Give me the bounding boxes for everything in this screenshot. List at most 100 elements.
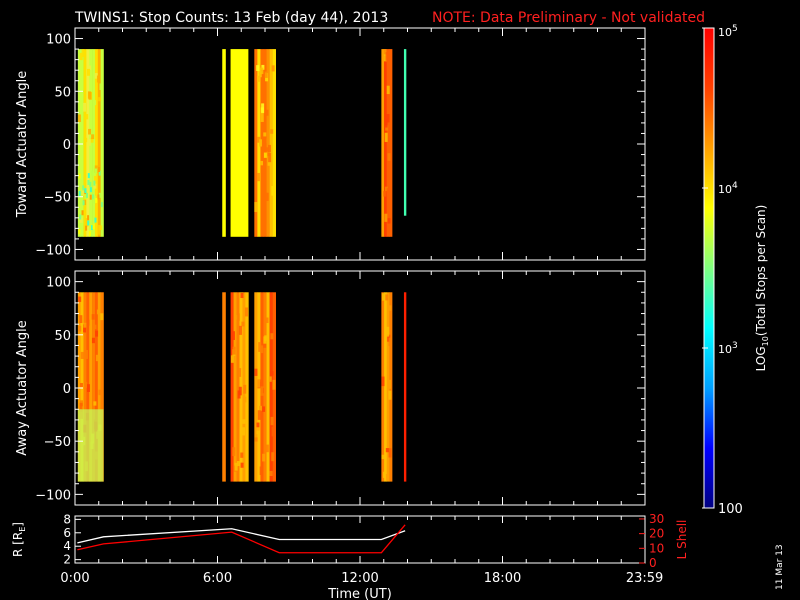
heatmap-cell — [100, 202, 103, 208]
heatmap-cell — [80, 49, 84, 237]
y-tick-label-right: 30 — [649, 512, 664, 526]
heatmap-cell — [254, 368, 258, 376]
heatmap-cell — [241, 427, 245, 436]
heatmap-cell — [233, 292, 237, 482]
heatmap-cell — [403, 292, 407, 482]
heatmap-cell — [85, 192, 88, 198]
heatmap-cell — [381, 454, 385, 460]
heatmap-cell — [260, 160, 264, 166]
heatmap-segment — [403, 49, 407, 216]
heatmap-cell — [98, 192, 101, 198]
panel-frame — [74, 27, 646, 261]
y-tick-label: 0 — [63, 382, 71, 397]
heatmap-cell — [263, 49, 267, 237]
heatmap-cell — [267, 144, 271, 153]
heatmap-cell — [83, 324, 87, 333]
heatmap-cell — [384, 49, 388, 237]
heatmap-cell — [271, 426, 275, 437]
heatmap-cell — [230, 49, 249, 237]
heatmap-cell — [388, 390, 392, 400]
heatmap-cell — [259, 405, 263, 411]
heatmap-cell — [257, 410, 261, 420]
colorbar-label: LOG10(Total Stops per Scan) — [754, 205, 770, 372]
heatmap-cell — [271, 65, 275, 72]
heatmap-segment — [230, 292, 249, 482]
heatmap-cell — [100, 313, 104, 321]
r-series-line — [77, 528, 406, 544]
heatmap-cell — [260, 112, 264, 122]
y-tick-label: −50 — [44, 191, 71, 206]
heatmap-segment — [381, 49, 393, 237]
y-tick-label-left: 8 — [63, 512, 71, 526]
heatmap-cell — [245, 292, 249, 482]
heatmap-cell — [87, 179, 90, 185]
heatmap-cell — [403, 49, 407, 216]
heatmap-cell — [87, 215, 90, 221]
x-tick-label: 0:00 — [60, 571, 89, 586]
x-tick-label: 12:00 — [341, 571, 378, 586]
heatmap-cell — [78, 229, 81, 235]
heatmap-cell — [91, 314, 95, 320]
heatmap-cell — [83, 49, 87, 237]
heatmap-cell — [240, 462, 244, 468]
heatmap-segment — [222, 49, 226, 237]
heatmap-cell — [94, 217, 97, 223]
heatmap-cell — [84, 381, 88, 388]
heatmap-cell — [257, 379, 261, 388]
colorbar-tick-label: 105 — [718, 24, 738, 39]
heatmap-cell — [388, 337, 392, 347]
heatmap-cell — [268, 152, 272, 163]
y-tick-label-right: 0 — [649, 556, 657, 570]
heatmap-cell — [87, 173, 90, 179]
heatmap-cell — [386, 85, 390, 95]
heatmap-cell — [89, 181, 92, 187]
heatmap-cell — [381, 293, 385, 301]
heatmap-cell — [261, 103, 265, 114]
heatmap-cell — [78, 191, 81, 197]
heatmap-cell — [260, 94, 264, 100]
heatmap-cell — [83, 322, 87, 328]
heatmap-cell — [92, 224, 95, 230]
heatmap-cell — [269, 49, 273, 237]
heatmap-cell — [100, 49, 104, 237]
heatmap-cell — [265, 192, 269, 201]
heatmap-cell — [256, 422, 260, 431]
heatmap-cell — [84, 188, 87, 194]
heatmap-cell — [262, 453, 266, 462]
heatmap-cell — [268, 376, 272, 382]
heatmap-cell — [269, 470, 273, 477]
heatmap-cell — [98, 170, 101, 176]
heatmap-cell — [93, 166, 97, 177]
heatmap-cell — [94, 168, 97, 174]
heatmap-cell — [89, 194, 92, 200]
heatmap-cell — [385, 52, 389, 61]
y-axis-label-right: L Shell — [675, 520, 689, 560]
heatmap-cell — [78, 325, 82, 332]
heatmap-cell — [236, 341, 240, 350]
heatmap-cell — [222, 292, 226, 482]
heatmap-cell — [93, 324, 97, 330]
heatmap-cell — [81, 49, 85, 57]
heatmap-cell — [78, 296, 82, 302]
heatmap-cell — [93, 183, 97, 189]
heatmap-cell — [381, 292, 385, 482]
heatmap-cell — [77, 292, 81, 482]
heatmap-segment — [254, 49, 276, 237]
heatmap-cell — [93, 180, 96, 186]
heatmap-cell — [384, 213, 388, 222]
heatmap-cell — [385, 474, 389, 481]
heatmap-cell — [266, 49, 270, 237]
heatmap-cell — [240, 452, 244, 458]
heatmap-cell — [381, 49, 385, 237]
heatmap-cell — [92, 292, 96, 482]
heatmap-cell — [271, 186, 275, 196]
x-tick-label: 18:00 — [484, 571, 521, 586]
heatmap-cell — [384, 292, 388, 482]
colorbar-tick-label: 103 — [718, 341, 738, 356]
heatmap-cell — [254, 202, 258, 212]
heatmap-cell — [87, 220, 90, 226]
heatmap-cell — [386, 49, 390, 237]
heatmap-cell — [243, 384, 247, 394]
heatmap-cell — [92, 194, 95, 200]
heatmap-cell — [259, 139, 263, 147]
